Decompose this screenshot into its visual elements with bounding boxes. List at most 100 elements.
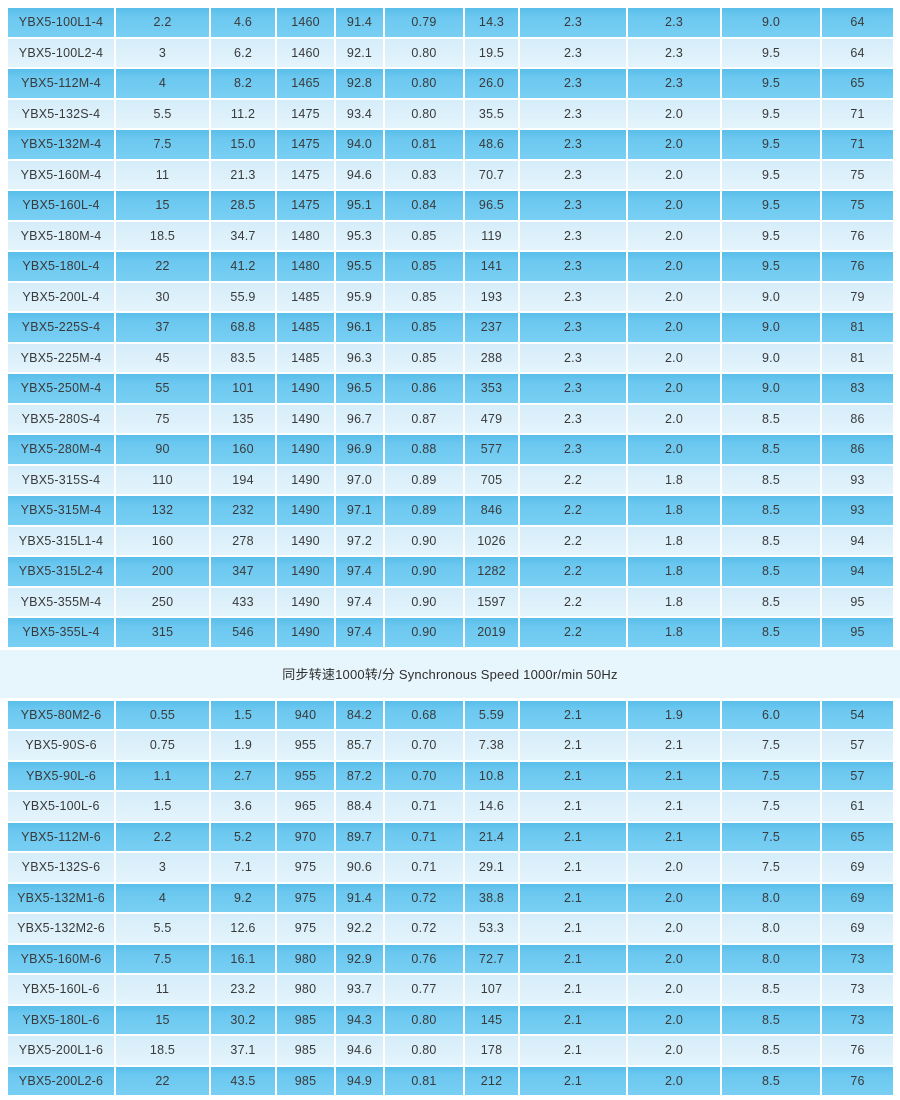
table-row: YBX5-160L-4 15 28.5 1475 95.1 0.84 96.5 2.3 2.0 9… bbox=[8, 191, 893, 220]
value-cell: 2.1 bbox=[628, 731, 720, 760]
value-cell: 0.81 bbox=[385, 1066, 463, 1095]
value-cell: 22 bbox=[116, 1066, 209, 1095]
value-cell: 28.5 bbox=[211, 191, 275, 220]
value-cell: 69 bbox=[822, 883, 893, 912]
motor-spec-table-6pole: YBX5-80M2-6 0.55 1.5 940 84.2 0.68 5.59 2.1 1.9 6… bbox=[6, 699, 895, 1098]
value-cell: 15 bbox=[116, 1005, 209, 1034]
value-cell: 1475 bbox=[277, 99, 334, 128]
value-cell: 2.0 bbox=[628, 914, 720, 943]
value-cell: 0.75 bbox=[116, 731, 209, 760]
value-cell: 0.71 bbox=[385, 792, 463, 821]
value-cell: 0.72 bbox=[385, 883, 463, 912]
value-cell: 1282 bbox=[465, 557, 518, 586]
value-cell: 9.5 bbox=[722, 69, 820, 98]
table-row: YBX5-132M1-6 4 9.2 975 91.4 0.72 38.8 2.1 2.0 8.0… bbox=[8, 883, 893, 912]
value-cell: 8.5 bbox=[722, 618, 820, 647]
value-cell: 18.5 bbox=[116, 221, 209, 250]
value-cell: 975 bbox=[277, 914, 334, 943]
value-cell: 0.88 bbox=[385, 435, 463, 464]
value-cell: 479 bbox=[465, 404, 518, 433]
value-cell: 19.5 bbox=[465, 38, 518, 67]
model-cell: YBX5-200L1-6 bbox=[8, 1036, 114, 1065]
value-cell: 8.5 bbox=[722, 1036, 820, 1065]
value-cell: 0.85 bbox=[385, 343, 463, 372]
value-cell: 160 bbox=[211, 435, 275, 464]
value-cell: 8.5 bbox=[722, 1005, 820, 1034]
value-cell: 0.70 bbox=[385, 761, 463, 790]
table-row: YBX5-225S-4 37 68.8 1485 96.1 0.85 237 2.3 2.0 9.… bbox=[8, 313, 893, 342]
value-cell: 94.3 bbox=[336, 1005, 383, 1034]
value-cell: 18.5 bbox=[116, 1036, 209, 1065]
table-row: YBX5-112M-6 2.2 5.2 970 89.7 0.71 21.4 2.1 2.1 7.… bbox=[8, 822, 893, 851]
value-cell: 0.89 bbox=[385, 465, 463, 494]
value-cell: 7.5 bbox=[722, 761, 820, 790]
value-cell: 11 bbox=[116, 160, 209, 189]
value-cell: 2.0 bbox=[628, 99, 720, 128]
value-cell: 2.3 bbox=[520, 38, 626, 67]
value-cell: 0.79 bbox=[385, 8, 463, 37]
model-cell: YBX5-180M-4 bbox=[8, 221, 114, 250]
value-cell: 95.9 bbox=[336, 282, 383, 311]
value-cell: 9.0 bbox=[722, 282, 820, 311]
value-cell: 87.2 bbox=[336, 761, 383, 790]
model-cell: YBX5-200L2-6 bbox=[8, 1066, 114, 1095]
value-cell: 73 bbox=[822, 975, 893, 1004]
table-row: YBX5-355M-4 250 433 1490 97.4 0.90 1597 2.2 1.8 8… bbox=[8, 587, 893, 616]
separator-label: 同步转速1000转/分 Synchronous Speed 1000r/min … bbox=[282, 667, 618, 682]
value-cell: 96.5 bbox=[465, 191, 518, 220]
value-cell: 9.5 bbox=[722, 252, 820, 281]
table-row: YBX5-90S-6 0.75 1.9 955 85.7 0.70 7.38 2.1 2.1 7.… bbox=[8, 731, 893, 760]
value-cell: 0.81 bbox=[385, 130, 463, 159]
value-cell: 193 bbox=[465, 282, 518, 311]
value-cell: 90 bbox=[116, 435, 209, 464]
value-cell: 2.7 bbox=[211, 761, 275, 790]
value-cell: 0.80 bbox=[385, 1036, 463, 1065]
value-cell: 2.2 bbox=[520, 465, 626, 494]
value-cell: 1475 bbox=[277, 130, 334, 159]
value-cell: 2.3 bbox=[628, 8, 720, 37]
value-cell: 2.3 bbox=[520, 160, 626, 189]
value-cell: 0.71 bbox=[385, 853, 463, 882]
value-cell: 212 bbox=[465, 1066, 518, 1095]
value-cell: 8.0 bbox=[722, 883, 820, 912]
value-cell: 75 bbox=[822, 191, 893, 220]
value-cell: 7.5 bbox=[116, 130, 209, 159]
value-cell: 41.2 bbox=[211, 252, 275, 281]
value-cell: 1490 bbox=[277, 496, 334, 525]
value-cell: 83 bbox=[822, 374, 893, 403]
value-cell: 0.85 bbox=[385, 282, 463, 311]
value-cell: 7.38 bbox=[465, 731, 518, 760]
model-cell: YBX5-280M-4 bbox=[8, 435, 114, 464]
value-cell: 7.5 bbox=[722, 853, 820, 882]
value-cell: 2.3 bbox=[520, 69, 626, 98]
value-cell: 577 bbox=[465, 435, 518, 464]
value-cell: 1.5 bbox=[211, 700, 275, 729]
model-cell: YBX5-100L2-4 bbox=[8, 38, 114, 67]
value-cell: 71 bbox=[822, 99, 893, 128]
value-cell: 2.1 bbox=[520, 731, 626, 760]
table-body-6pole: YBX5-80M2-6 0.55 1.5 940 84.2 0.68 5.59 2.1 1.9 6… bbox=[8, 700, 893, 1095]
model-cell: YBX5-160M-4 bbox=[8, 160, 114, 189]
value-cell: 81 bbox=[822, 313, 893, 342]
value-cell: 75 bbox=[822, 160, 893, 189]
value-cell: 3 bbox=[116, 853, 209, 882]
table-row: YBX5-132M-4 7.5 15.0 1475 94.0 0.81 48.6 2.3 2.0… bbox=[8, 130, 893, 159]
value-cell: 2.1 bbox=[628, 822, 720, 851]
value-cell: 94 bbox=[822, 526, 893, 555]
value-cell: 92.1 bbox=[336, 38, 383, 67]
value-cell: 10.8 bbox=[465, 761, 518, 790]
value-cell: 1475 bbox=[277, 191, 334, 220]
value-cell: 2.0 bbox=[628, 435, 720, 464]
value-cell: 91.4 bbox=[336, 8, 383, 37]
value-cell: 38.8 bbox=[465, 883, 518, 912]
value-cell: 8.0 bbox=[722, 944, 820, 973]
value-cell: 68.8 bbox=[211, 313, 275, 342]
value-cell: 1490 bbox=[277, 465, 334, 494]
value-cell: 95.3 bbox=[336, 221, 383, 250]
value-cell: 1480 bbox=[277, 221, 334, 250]
value-cell: 9.5 bbox=[722, 160, 820, 189]
value-cell: 975 bbox=[277, 853, 334, 882]
value-cell: 110 bbox=[116, 465, 209, 494]
value-cell: 65 bbox=[822, 822, 893, 851]
value-cell: 2.2 bbox=[520, 526, 626, 555]
